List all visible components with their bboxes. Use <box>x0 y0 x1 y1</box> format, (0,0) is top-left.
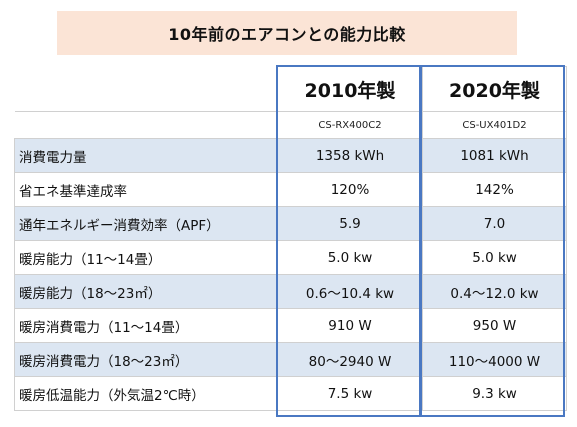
value-2020: 950 W <box>422 308 567 343</box>
header-blank-cell <box>14 111 278 139</box>
value-2010: 80～2940 W <box>277 342 423 377</box>
column-year-2020: 2020年製 <box>422 66 567 112</box>
value-2020: 0.4～12.0 kw <box>422 274 567 309</box>
value-2010: 7.5 kw <box>277 376 423 411</box>
title-text: 10年前のエアコンとの能力比較 <box>168 25 406 44</box>
header-model-row: CS-RX400C2 CS-UX401D2 <box>14 111 567 139</box>
value-2020: 110～4000 W <box>422 342 567 377</box>
row-label: 暖房消費電力（11～14畳） <box>14 308 278 343</box>
value-2020: 1081 kWh <box>422 138 567 173</box>
value-2010: 1358 kWh <box>277 138 423 173</box>
column-year-2010: 2010年製 <box>277 66 423 112</box>
row-label: 暖房低温能力（外気温2℃時） <box>14 376 278 411</box>
header-blank-cell <box>14 66 278 112</box>
value-2010: 910 W <box>277 308 423 343</box>
value-2020: 9.3 kw <box>422 376 567 411</box>
value-2010: 0.6～10.4 kw <box>277 274 423 309</box>
row-label: 暖房能力（18～23㎡） <box>14 274 278 309</box>
table-row: 暖房低温能力（外気温2℃時） 7.5 kw 9.3 kw <box>14 376 567 411</box>
table-row: 暖房能力（18～23㎡） 0.6～10.4 kw 0.4～12.0 kw <box>14 274 567 309</box>
table-row: 省エネ基準達成率 120% 142% <box>14 172 567 207</box>
column-model-2010: CS-RX400C2 <box>277 111 423 139</box>
value-2010: 120% <box>277 172 423 207</box>
value-2020: 5.0 kw <box>422 240 567 275</box>
page-title: 10年前のエアコンとの能力比較 <box>57 11 517 55</box>
value-2020: 7.0 <box>422 206 567 241</box>
value-2010: 5.0 kw <box>277 240 423 275</box>
row-label: 消費電力量 <box>14 138 278 173</box>
row-label: 通年エネルギー消費効率（APF） <box>14 206 278 241</box>
row-label: 省エネ基準達成率 <box>14 172 278 207</box>
table-row: 暖房能力（11～14畳） 5.0 kw 5.0 kw <box>14 240 567 275</box>
table-row: 消費電力量 1358 kWh 1081 kWh <box>14 138 567 173</box>
value-2020: 142% <box>422 172 567 207</box>
value-2010: 5.9 <box>277 206 423 241</box>
table-row: 暖房消費電力（11～14畳） 910 W 950 W <box>14 308 567 343</box>
table-row: 通年エネルギー消費効率（APF） 5.9 7.0 <box>14 206 567 241</box>
column-model-2020: CS-UX401D2 <box>422 111 567 139</box>
header-year-row: 2010年製 2020年製 <box>14 66 567 112</box>
row-label: 暖房消費電力（18～23㎡） <box>14 342 278 377</box>
table-row: 暖房消費電力（18～23㎡） 80～2940 W 110～4000 W <box>14 342 567 377</box>
row-label: 暖房能力（11～14畳） <box>14 240 278 275</box>
comparison-table: 2010年製 2020年製 CS-RX400C2 CS-UX401D2 消費電力… <box>14 66 567 411</box>
